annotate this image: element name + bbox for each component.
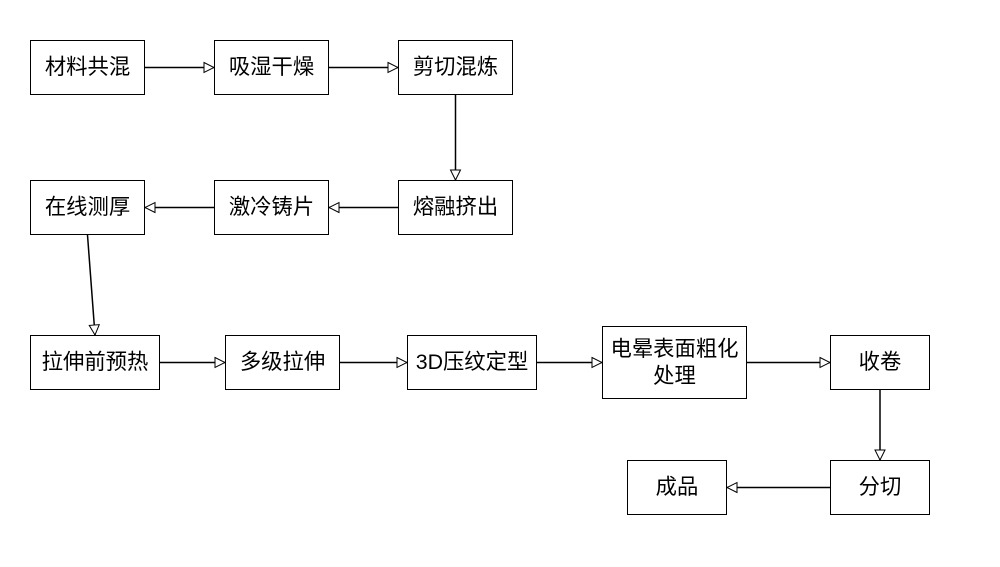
flow-node-n9: 3D压纹定型 <box>407 335 537 390</box>
flow-node-label: 熔融挤出 <box>413 194 498 221</box>
flow-node-label: 材料共混 <box>45 54 130 81</box>
flow-node-n1: 材料共混 <box>30 40 145 95</box>
flow-node-n13: 成品 <box>627 460 727 515</box>
flow-node-label: 剪切混炼 <box>413 54 498 81</box>
flow-node-label: 吸湿干燥 <box>229 54 314 81</box>
flow-node-label: 收卷 <box>859 349 902 376</box>
flow-node-n8: 多级拉伸 <box>225 335 340 390</box>
flow-node-label: 拉伸前预热 <box>42 349 149 376</box>
flow-node-n7: 拉伸前预热 <box>30 335 160 390</box>
flow-node-label: 多级拉伸 <box>240 349 325 376</box>
flow-node-n11: 收卷 <box>830 335 930 390</box>
flow-node-label: 在线测厚 <box>45 194 130 221</box>
flow-edge-n6-n7 <box>88 235 96 335</box>
flow-node-label: 成品 <box>656 474 699 501</box>
flow-node-n6: 在线测厚 <box>30 180 145 235</box>
flow-node-n5: 激冷铸片 <box>214 180 329 235</box>
flow-node-n4: 熔融挤出 <box>398 180 513 235</box>
flow-node-label: 分切 <box>859 474 902 501</box>
flow-node-label: 3D压纹定型 <box>416 349 529 376</box>
flow-node-label: 激冷铸片 <box>229 194 314 221</box>
flow-node-n12: 分切 <box>830 460 930 515</box>
flowchart-stage: 材料共混 吸湿干燥 剪切混炼熔融挤出 激冷铸片 在线测厚拉伸前预热 多级拉伸 3D压纹定型 电… <box>0 0 1000 567</box>
flow-node-n2: 吸湿干燥 <box>214 40 329 95</box>
flow-node-n10: 电晕表面粗化 处理 <box>602 326 747 399</box>
flow-node-label: 电晕表面粗化 处理 <box>611 336 739 389</box>
flow-node-n3: 剪切混炼 <box>398 40 513 95</box>
